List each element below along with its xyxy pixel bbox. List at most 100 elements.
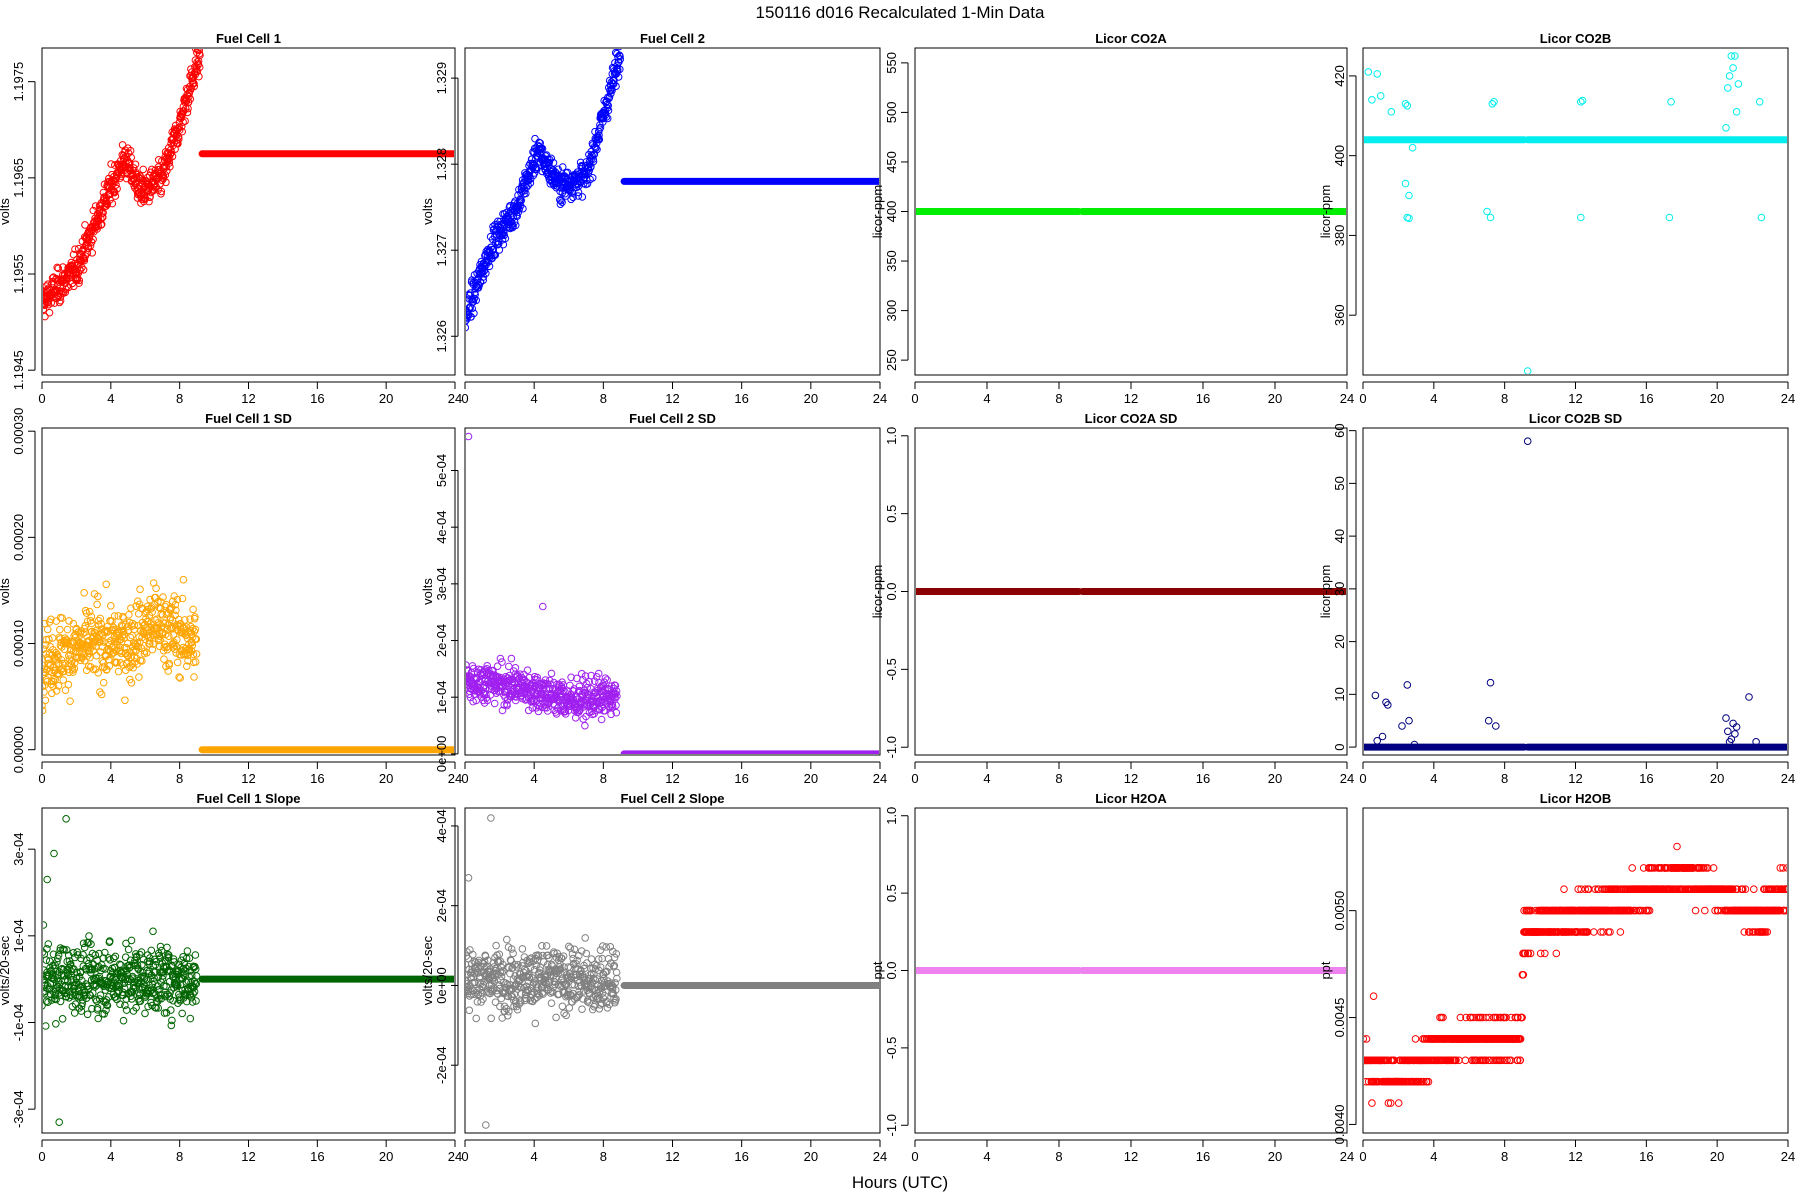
x-tick-label: 0 — [38, 391, 45, 406]
data-point — [523, 666, 532, 675]
data-point — [1439, 1013, 1447, 1022]
data-point — [524, 177, 533, 185]
data-point — [520, 670, 528, 679]
data-point — [481, 952, 490, 961]
data-point — [192, 972, 201, 980]
x-tick-label: 12 — [241, 1149, 255, 1164]
data-point — [578, 1005, 586, 1014]
data-point — [113, 184, 121, 193]
data-point — [70, 664, 79, 673]
x-tick-label: 8 — [600, 771, 607, 786]
data-point — [151, 593, 160, 602]
data-point — [191, 658, 200, 666]
data-point — [149, 927, 157, 936]
data-point — [43, 305, 48, 314]
data-point — [1745, 928, 1754, 936]
data-point — [78, 996, 87, 1004]
data-point — [1424, 1077, 1433, 1086]
data-point — [158, 975, 167, 983]
plot-frame — [914, 807, 1348, 1134]
data-point — [1364, 68, 1373, 76]
data-point — [195, 49, 203, 55]
data-point — [1482, 1056, 1490, 1065]
data-point — [574, 192, 583, 200]
data-point — [191, 951, 200, 959]
data-point — [1486, 213, 1495, 222]
data-point — [179, 575, 188, 584]
data-point — [502, 979, 510, 988]
data-point — [538, 144, 547, 153]
data-point — [1456, 1013, 1465, 1022]
y-axis-label: volts — [420, 578, 435, 605]
data-point — [530, 169, 539, 177]
data-point — [46, 661, 54, 670]
data-point — [159, 972, 167, 980]
x-tick-label: 20 — [1710, 1149, 1724, 1164]
data-point — [120, 979, 129, 988]
data-point — [1616, 928, 1625, 936]
panel-title: Fuel Cell 2 SD — [629, 411, 716, 426]
data-point — [483, 662, 492, 670]
data-point — [155, 642, 164, 651]
data-point — [500, 231, 509, 240]
x-tick-label: 0 — [911, 771, 918, 786]
data-point — [591, 976, 600, 985]
data-point — [135, 173, 143, 182]
data-point — [79, 951, 87, 959]
data-point — [115, 983, 124, 991]
data-point — [131, 160, 140, 169]
data-point — [528, 997, 537, 1006]
data-point — [126, 159, 134, 167]
data-point — [85, 607, 94, 616]
data-point — [1741, 885, 1750, 894]
data-point — [607, 89, 615, 98]
data-point — [566, 990, 574, 999]
data-point — [152, 584, 160, 593]
data-point — [581, 721, 589, 730]
data-point — [601, 674, 610, 683]
data-point — [72, 991, 80, 1000]
data-point — [525, 973, 534, 982]
x-tick-label: 8 — [1055, 1149, 1062, 1164]
data-point — [64, 639, 72, 647]
y-tick-label: 450 — [884, 151, 899, 173]
y-tick-label: 1e-04 — [434, 681, 449, 714]
data-point — [103, 1001, 111, 1009]
data-point — [157, 187, 166, 196]
x-tick-label: 24 — [873, 771, 887, 786]
data-point — [159, 619, 168, 627]
data-point — [609, 80, 618, 88]
x-tick-label: 16 — [734, 771, 748, 786]
y-axis-label: ppt — [1318, 961, 1333, 979]
data-points — [43, 815, 454, 1126]
data-point — [66, 697, 74, 706]
data-point — [496, 654, 505, 663]
data-point — [108, 199, 117, 208]
data-point — [466, 992, 474, 1000]
data-point — [59, 676, 68, 684]
y-tick-label: 60 — [1332, 423, 1347, 437]
x-tick-label: 24 — [1340, 391, 1354, 406]
data-point — [591, 965, 600, 973]
data-point — [616, 65, 624, 74]
data-point — [607, 702, 616, 710]
panel-6: Fuel Cell 2 SD0 4 8 12 16 20 240e+001e-042e-04… — [420, 411, 887, 786]
data-point — [599, 942, 607, 950]
data-point — [183, 108, 192, 117]
data-point — [43, 1022, 50, 1030]
data-point — [552, 1013, 560, 1022]
data-point — [148, 989, 157, 998]
x-tick-label: 24 — [1781, 771, 1795, 786]
data-point — [485, 666, 493, 675]
data-point — [76, 266, 84, 274]
y-tick-label: 300 — [884, 300, 899, 322]
data-point — [126, 633, 135, 642]
data-point — [120, 984, 129, 993]
data-points — [466, 814, 879, 1129]
data-point — [127, 153, 135, 162]
data-point — [178, 1009, 186, 1018]
data-point — [62, 815, 70, 823]
data-point — [54, 682, 63, 690]
y-tick-label: -2e-04 — [434, 1046, 449, 1084]
